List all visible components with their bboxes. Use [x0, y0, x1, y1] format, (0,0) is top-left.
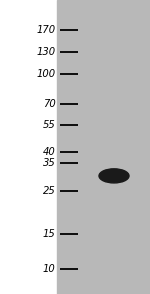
Ellipse shape: [99, 169, 129, 183]
Text: 10: 10: [43, 263, 56, 273]
Text: 15: 15: [43, 229, 56, 239]
Text: 130: 130: [36, 47, 56, 57]
Text: 170: 170: [36, 25, 56, 35]
Text: 25: 25: [43, 186, 56, 196]
Text: 35: 35: [43, 158, 56, 168]
Bar: [57, 0, 150, 294]
Text: 55: 55: [43, 120, 56, 130]
Text: 100: 100: [36, 69, 56, 79]
Text: 70: 70: [43, 99, 56, 109]
Text: 40: 40: [43, 147, 56, 157]
